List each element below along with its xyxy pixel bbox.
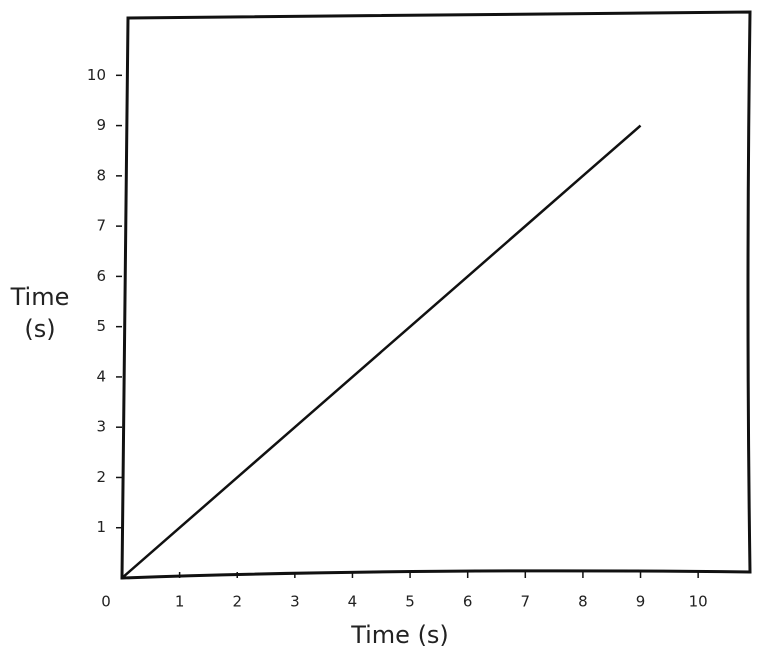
x-tick-label: 5 [405,593,415,611]
y-tick-label: 9 [96,116,106,134]
data-line [121,124,642,579]
x-tick-label: 3 [290,593,300,611]
x-tick-label: 10 [689,593,708,611]
y-tick-label: 10 [87,66,106,84]
x-tick-label: 9 [636,593,646,611]
x-tick-label: 2 [232,593,242,611]
y-tick-label: 5 [96,317,106,335]
x-tick-label: 1 [175,593,185,611]
y-tick-label: 8 [96,166,106,184]
plot-frame [120,10,752,580]
y-tick-label: 7 [96,217,106,235]
y-tick-label: 4 [96,367,106,385]
y-tick-label: 6 [96,267,106,285]
x-tick-label: 7 [521,593,531,611]
y-axis-label: Time (s) [10,283,70,343]
y-tick-label: 2 [96,468,106,486]
x-tick-label: 4 [348,593,358,611]
x-tick-label: 6 [463,593,473,611]
y-tick-label: 1 [96,518,106,536]
y-tick-label: 3 [96,418,106,436]
x-axis-label: Time (s) [350,621,449,649]
x-tick-label: 0 [101,593,111,611]
x-tick-label: 8 [578,593,588,611]
